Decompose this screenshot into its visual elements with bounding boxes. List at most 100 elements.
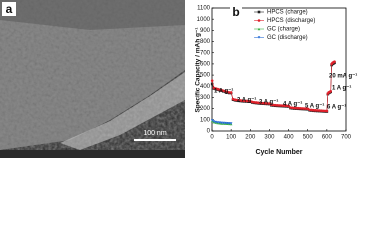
y-tick-label: 600 — [200, 61, 211, 67]
annotation: 1 A g⁻¹ — [214, 88, 233, 95]
legend-marker — [257, 10, 261, 14]
x-axis-label: Cycle Number — [255, 149, 302, 156]
x-tick-label: 600 — [322, 135, 333, 141]
data-point — [281, 104, 285, 107]
data-point — [243, 99, 246, 103]
data-point — [294, 106, 298, 110]
legend-marker — [257, 36, 261, 39]
sem-shadow — [0, 0, 185, 30]
data-point — [254, 101, 258, 104]
data-point — [239, 99, 243, 102]
data-point — [283, 104, 287, 108]
data-point — [226, 121, 229, 125]
data-point — [279, 104, 283, 107]
y-tick-label: 1000 — [197, 17, 211, 23]
annotation: 4 A g⁻¹ — [283, 101, 302, 108]
figure: a 100 nm Specific Capacity / mAh g⁻¹ Cyc… — [0, 0, 358, 158]
data-point — [298, 107, 302, 110]
data-point — [317, 109, 321, 112]
data-point — [314, 109, 317, 112]
data-point — [241, 99, 244, 102]
legend-label: HPCS (discharge) — [267, 18, 315, 24]
data-point — [252, 100, 256, 104]
annotation: 5 A g⁻¹ — [305, 103, 324, 110]
data-point — [270, 103, 273, 107]
data-point — [210, 82, 214, 86]
data-point — [268, 102, 271, 105]
legend-marker — [257, 27, 261, 31]
panel-label: b — [232, 5, 239, 19]
annotation: 20 mA g⁻¹ — [329, 73, 357, 80]
data-point — [312, 108, 315, 112]
plot-frame — [211, 7, 347, 132]
data-point — [224, 121, 227, 125]
data-point — [315, 109, 319, 112]
data-point — [266, 102, 269, 105]
data-point — [323, 109, 327, 113]
legend-marker — [257, 19, 261, 22]
data-point — [220, 121, 223, 125]
chart: Specific Capacity / mAh g⁻¹ Cycle Number… — [195, 5, 358, 156]
scale-bar-label: 100 nm — [143, 130, 167, 137]
data-point — [329, 90, 332, 93]
data-point — [250, 100, 254, 104]
legend-label: GC (discharge) — [267, 35, 308, 41]
data-point — [227, 122, 231, 125]
data-point — [296, 106, 300, 110]
data-point — [262, 101, 265, 105]
data-point — [216, 121, 220, 124]
data-point — [308, 108, 311, 112]
data-point — [291, 106, 294, 110]
data-point — [306, 107, 310, 111]
y-tick-label: 100 — [200, 117, 211, 123]
data-point — [247, 99, 250, 103]
panel-label: a — [6, 2, 13, 16]
data-point — [333, 60, 336, 63]
panel-label-box — [2, 2, 16, 16]
data-point — [237, 98, 241, 102]
y-tick-label: 800 — [200, 39, 211, 45]
data-point — [304, 107, 308, 110]
data-point — [293, 106, 296, 110]
data-point — [233, 98, 237, 101]
data-point — [227, 91, 231, 94]
y-axis-label: Specific Capacity / mAh g⁻¹ — [195, 27, 202, 112]
data-point — [277, 104, 281, 107]
y-tick-label: 500 — [200, 73, 211, 79]
data-point — [258, 101, 262, 105]
data-point — [285, 104, 288, 108]
x-tick-label: 500 — [303, 135, 314, 141]
legend-label: HPCS (charge) — [267, 10, 308, 16]
data-point — [218, 121, 221, 125]
annotation: 6 A g⁻¹ — [327, 104, 346, 111]
panel-label-box — [230, 6, 242, 19]
annotation: 1 A g⁻¹ — [332, 85, 351, 92]
y-tick-label: 200 — [200, 106, 211, 112]
y-tick-label: 300 — [200, 95, 211, 101]
data-point — [229, 122, 233, 125]
data-point — [300, 107, 304, 110]
data-point — [235, 98, 239, 102]
legend-label: GC (charge) — [267, 27, 300, 33]
data-point — [271, 103, 275, 107]
annotation: 3 A g⁻¹ — [259, 99, 278, 106]
x-tick-label: 700 — [341, 135, 352, 141]
y-tick-label: 1100 — [197, 6, 211, 12]
x-tick-label: 200 — [245, 135, 256, 141]
x-tick-label: 0 — [210, 135, 214, 141]
data-point — [210, 79, 214, 82]
data-point — [210, 119, 214, 122]
y-tick-label: 700 — [200, 50, 211, 56]
data-point — [214, 120, 218, 124]
data-point — [273, 103, 277, 107]
annotation: 2 A g⁻¹ — [237, 97, 256, 104]
data-point — [222, 121, 225, 125]
data-point — [287, 104, 290, 108]
x-tick-label: 300 — [264, 135, 275, 141]
sem-edge — [60, 72, 185, 150]
data-point — [302, 107, 306, 110]
sem-image: a 100 nm — [0, 0, 185, 158]
data-point — [229, 91, 233, 94]
data-point — [212, 120, 216, 123]
data-point — [245, 99, 248, 103]
